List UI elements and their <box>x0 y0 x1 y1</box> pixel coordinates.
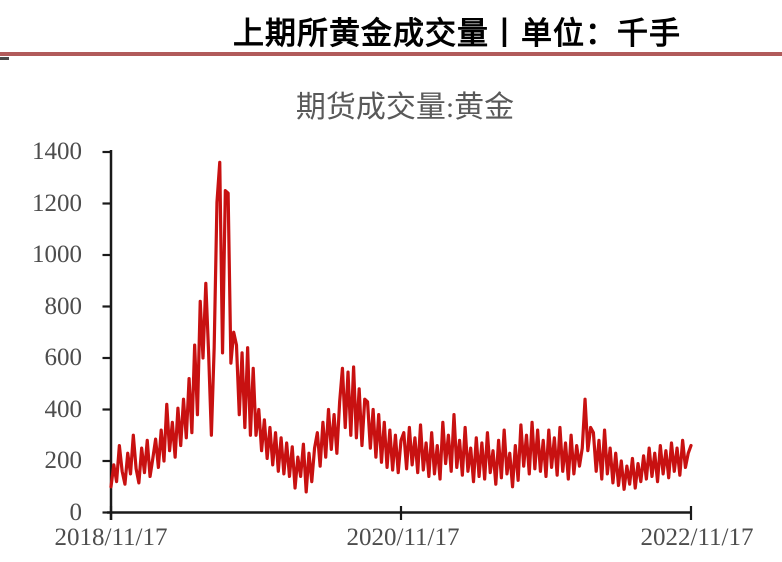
chart-title: 期货成交量:黄金 <box>295 91 515 124</box>
x-tick-label: 2018/11/17 <box>54 524 168 551</box>
header-divider <box>0 52 782 56</box>
x-tick-label: 2020/11/17 <box>346 524 460 551</box>
y-tick-label: 600 <box>44 344 83 371</box>
y-tick-label: 0 <box>69 498 83 526</box>
report-title: 上期所黄金成交量丨单位：千手 <box>233 16 681 51</box>
header-edge-mark <box>0 57 9 60</box>
y-tick-label: 400 <box>44 395 83 423</box>
x-tick-label: 2022/11/17 <box>640 524 754 551</box>
y-tick-label: 1200 <box>32 189 82 217</box>
y-tick-label: 1000 <box>32 241 82 268</box>
y-tick-label: 800 <box>44 292 83 320</box>
y-tick-label: 1400 <box>32 138 82 165</box>
y-tick-label: 200 <box>44 447 83 474</box>
volume-series-line <box>109 160 693 494</box>
